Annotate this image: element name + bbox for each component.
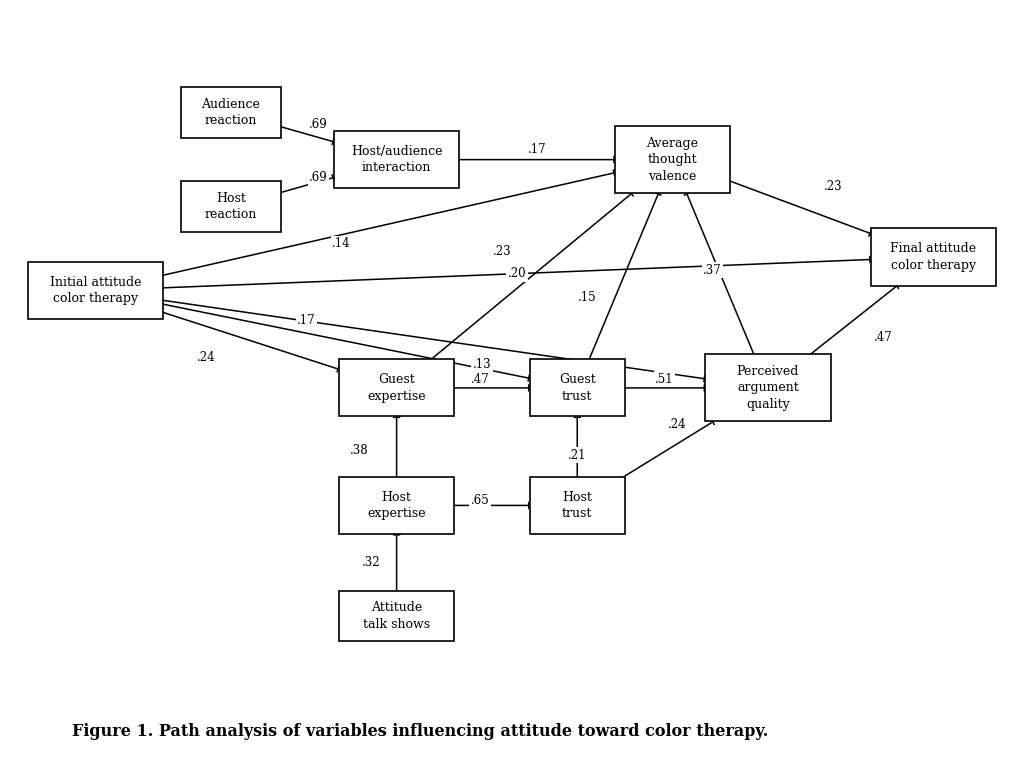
Text: Host
reaction: Host reaction (205, 192, 257, 221)
FancyBboxPatch shape (339, 477, 455, 534)
FancyBboxPatch shape (334, 131, 460, 188)
FancyBboxPatch shape (614, 126, 730, 193)
Text: .38: .38 (350, 444, 369, 457)
Text: .51: .51 (655, 372, 674, 385)
Text: Perceived
argument
quality: Perceived argument quality (736, 365, 799, 411)
Text: .37: .37 (703, 264, 722, 277)
Text: .69: .69 (309, 171, 328, 184)
Text: .17: .17 (297, 314, 315, 327)
Text: Final attitude
color therapy: Final attitude color therapy (891, 242, 977, 272)
Text: Guest
trust: Guest trust (559, 373, 596, 403)
Text: Host/audience
interaction: Host/audience interaction (351, 145, 442, 175)
Text: .32: .32 (362, 556, 381, 569)
Text: Host
expertise: Host expertise (368, 491, 426, 520)
Text: .24: .24 (197, 351, 215, 364)
Text: .17: .17 (527, 143, 547, 156)
Text: .47: .47 (470, 372, 489, 385)
Text: Average
thought
valence: Average thought valence (646, 137, 698, 182)
Text: Guest
expertise: Guest expertise (368, 373, 426, 403)
FancyBboxPatch shape (529, 477, 625, 534)
Text: .65: .65 (470, 494, 489, 507)
FancyBboxPatch shape (706, 354, 830, 421)
FancyBboxPatch shape (870, 228, 996, 285)
Text: .23: .23 (824, 180, 843, 193)
Text: .14: .14 (332, 237, 350, 250)
FancyBboxPatch shape (339, 359, 455, 417)
FancyBboxPatch shape (339, 591, 455, 642)
Text: Attitude
talk shows: Attitude talk shows (364, 601, 430, 631)
FancyBboxPatch shape (181, 88, 282, 138)
Text: .47: .47 (873, 331, 893, 344)
FancyBboxPatch shape (529, 359, 625, 417)
Text: .15: .15 (578, 291, 597, 304)
Text: .23: .23 (493, 245, 511, 258)
Text: .24: .24 (669, 418, 687, 431)
Text: Figure 1. Path analysis of variables influencing attitude toward color therapy.: Figure 1. Path analysis of variables inf… (72, 723, 768, 740)
FancyBboxPatch shape (28, 262, 163, 319)
Text: .69: .69 (309, 118, 328, 130)
Text: Initial attitude
color therapy: Initial attitude color therapy (50, 275, 141, 305)
Text: Audience
reaction: Audience reaction (202, 98, 260, 127)
FancyBboxPatch shape (181, 182, 282, 232)
Text: .21: .21 (568, 449, 587, 462)
Text: .13: .13 (473, 358, 492, 371)
Text: .20: .20 (508, 267, 526, 280)
Text: Host
trust: Host trust (562, 491, 593, 520)
